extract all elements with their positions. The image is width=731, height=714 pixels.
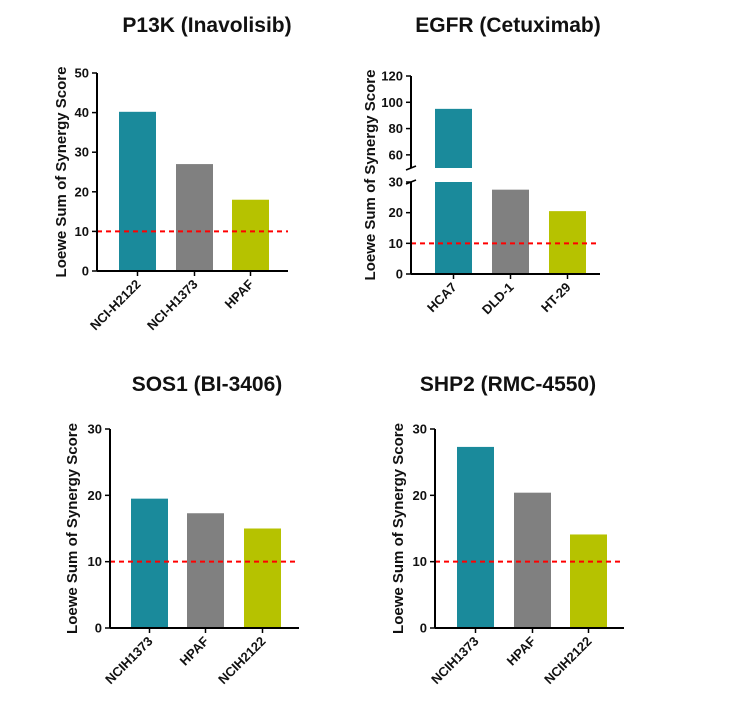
chart-title: SHP2 (RMC-4550) — [420, 373, 596, 396]
bar — [570, 534, 607, 628]
chart-panel-sos1: SOS1 (BI-3406) Loewe Sum of Synergy Score… — [64, 373, 299, 687]
x-tick-label: NCIH1373 — [102, 634, 156, 688]
y-tick-label: 30 — [88, 422, 102, 437]
y-tick-label: 30 — [75, 145, 89, 160]
x-tick-label: NCI-H2122 — [87, 277, 144, 334]
chart-panel-egfr: EGFR (Cetuximab) Loewe Sum of Synergy Sco… — [362, 14, 601, 317]
x-tick-label: HPAF — [177, 633, 212, 668]
y-tick-label: 40 — [75, 105, 89, 120]
bar — [435, 182, 472, 274]
y-tick-label: 10 — [389, 236, 403, 251]
y-tick-label: 30 — [389, 175, 403, 190]
chart-title: SOS1 (BI-3406) — [132, 373, 283, 396]
y-tick-label: 50 — [75, 66, 89, 81]
y-tick-label: 10 — [413, 554, 427, 569]
x-tick-label: HPAF — [504, 633, 539, 668]
x-tick-label: NCIH2122 — [541, 634, 595, 688]
chart-panel-pi3k: P13K (Inavolisib) Loewe Sum of Synergy Sc… — [53, 14, 292, 333]
y-tick-label: 80 — [389, 121, 403, 136]
bar — [176, 164, 213, 271]
y-tick-label: 0 — [95, 621, 102, 636]
y-tick-label: 20 — [75, 184, 89, 199]
y-tick-label: 20 — [389, 205, 403, 220]
y-tick-label: 0 — [396, 267, 403, 282]
x-tick-label: HCA7 — [424, 280, 460, 316]
bar — [187, 513, 224, 628]
x-tick-label: NCIH2122 — [215, 634, 269, 688]
x-tick-label: NCIH1373 — [428, 634, 482, 688]
x-tick-label: HPAF — [222, 276, 257, 311]
bar — [492, 189, 529, 274]
y-tick-label: 20 — [413, 488, 427, 503]
x-tick-label: HT-29 — [538, 280, 574, 316]
bar — [457, 446, 494, 628]
chart-title: EGFR (Cetuximab) — [415, 14, 601, 37]
y-tick-label: 120 — [381, 69, 403, 84]
y-tick-label: 10 — [75, 224, 89, 239]
y-tick-label: 0 — [82, 264, 89, 279]
x-tick-label: NCI-H1373 — [144, 277, 201, 334]
x-tick-label: DLD-1 — [479, 280, 517, 318]
y-tick-label: 30 — [413, 422, 427, 437]
axis-break-mark — [405, 165, 417, 171]
y-axis-label: Loewe Sum of Synergy Score — [64, 423, 81, 634]
y-tick-label: 60 — [389, 147, 403, 162]
bar — [131, 498, 168, 628]
bar — [119, 111, 156, 271]
y-axis-label: Loewe Sum of Synergy Score — [362, 70, 379, 281]
y-tick-label: 20 — [88, 488, 102, 503]
chart-title: P13K (Inavolisib) — [122, 14, 291, 37]
bar — [244, 528, 281, 628]
chart-panel-shp2: SHP2 (RMC-4550) Loewe Sum of Synergy Scor… — [390, 373, 624, 687]
y-axis-label: Loewe Sum of Synergy Score — [390, 423, 407, 634]
y-tick-label: 10 — [88, 554, 102, 569]
bar-upper-segment — [435, 108, 472, 168]
y-tick-label: 100 — [381, 95, 403, 110]
y-tick-label: 0 — [420, 621, 427, 636]
bar — [232, 199, 269, 271]
y-axis-label: Loewe Sum of Synergy Score — [53, 67, 70, 278]
bar — [514, 492, 551, 628]
